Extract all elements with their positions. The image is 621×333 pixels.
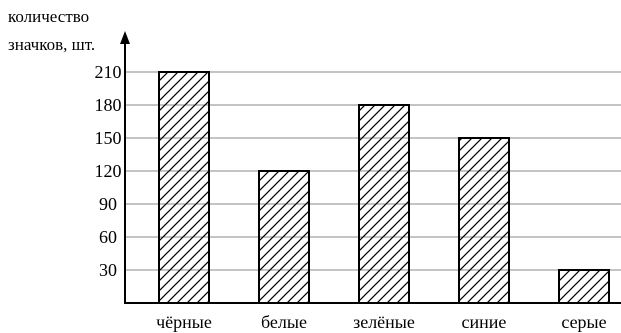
y-axis-label-line-2: значков, шт. [8, 35, 95, 54]
y-tick-labels: 30 60 90 120 150 180 210 [95, 62, 122, 280]
bar-4 [458, 137, 510, 304]
x-category-label: синие [462, 312, 507, 332]
x-category-label: белые [261, 312, 307, 332]
y-axis-arrow [120, 31, 130, 44]
y-tick-label: 180 [95, 95, 122, 115]
y-axis-label-line-1: количество [8, 7, 89, 26]
bar-2 [258, 170, 310, 304]
y-tick-label: 210 [95, 62, 122, 82]
bar-1 [158, 71, 210, 304]
y-tick-label: 150 [95, 128, 122, 148]
y-tick-label: 120 [95, 161, 122, 181]
bars [158, 71, 610, 304]
y-tick-label: 30 [99, 260, 117, 280]
x-category-label: чёрные [156, 312, 212, 332]
bar-3 [358, 104, 410, 304]
x-category-labels: чёрные белые зелёные синие серые [156, 312, 607, 332]
x-category-label: зелёные [353, 312, 415, 332]
y-tick-label: 90 [99, 194, 117, 214]
x-category-label: серые [561, 312, 606, 332]
bar-5 [558, 269, 610, 304]
y-tick-label: 60 [99, 227, 117, 247]
